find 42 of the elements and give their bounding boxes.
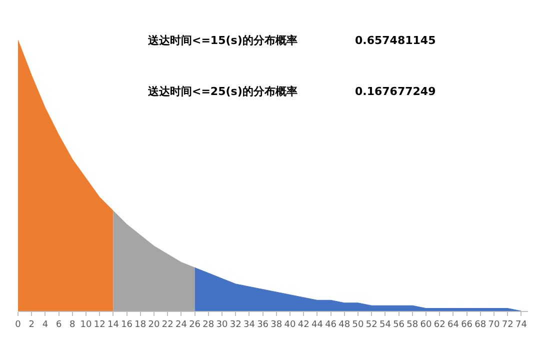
x-tick-label: 70 <box>488 320 500 330</box>
x-tick-label: 4 <box>42 320 48 330</box>
annotation: 0.657481145 <box>355 34 436 47</box>
x-tick-label: 36 <box>257 320 269 330</box>
x-tick-label: 64 <box>447 320 460 330</box>
x-tick-label: 28 <box>202 320 214 330</box>
x-tick-label: 50 <box>352 320 364 330</box>
x-tick-label: 72 <box>502 320 514 330</box>
x-tick-label: 56 <box>393 320 405 330</box>
x-tick-label: 16 <box>121 320 133 330</box>
x-tick-label: 14 <box>107 320 120 330</box>
x-tick-label: 52 <box>366 320 378 330</box>
x-tick-label: 0 <box>15 320 22 330</box>
x-tick-label: 62 <box>434 320 446 330</box>
x-tick-label: 20 <box>148 320 160 330</box>
x-tick-label: 24 <box>175 320 188 330</box>
x-tick-label: 34 <box>243 320 256 330</box>
x-tick-label: 58 <box>406 320 418 330</box>
x-tick-label: 6 <box>56 320 62 330</box>
x-tick-label: 74 <box>515 320 528 330</box>
x-tick-label: 2 <box>28 320 34 330</box>
x-tick-label: 60 <box>420 320 432 330</box>
x-tick-label: 30 <box>216 320 228 330</box>
x-tick-label: 48 <box>338 320 350 330</box>
x-tick-label: 42 <box>298 320 310 330</box>
x-tick-label: 12 <box>94 320 106 330</box>
x-tick-label: 32 <box>230 320 242 330</box>
x-tick-label: 10 <box>80 320 92 330</box>
x-tick-label: 40 <box>284 320 296 330</box>
x-tick-label: 22 <box>162 320 174 330</box>
x-tick-label: 68 <box>474 320 486 330</box>
annotation: 送达时间<=15(s)的分布概率 <box>147 34 298 47</box>
x-tick-label: 46 <box>325 320 337 330</box>
x-tick-label: 54 <box>379 320 392 330</box>
x-tick-label: 44 <box>311 320 324 330</box>
x-tick-label: 8 <box>70 320 76 330</box>
annotation: 0.167677249 <box>355 85 436 98</box>
x-tick-label: 26 <box>189 320 201 330</box>
annotation: 送达时间<=25(s)的分布概率 <box>147 85 298 98</box>
x-tick-label: 18 <box>134 320 146 330</box>
x-tick-label: 66 <box>461 320 473 330</box>
x-tick-label: 38 <box>270 320 282 330</box>
